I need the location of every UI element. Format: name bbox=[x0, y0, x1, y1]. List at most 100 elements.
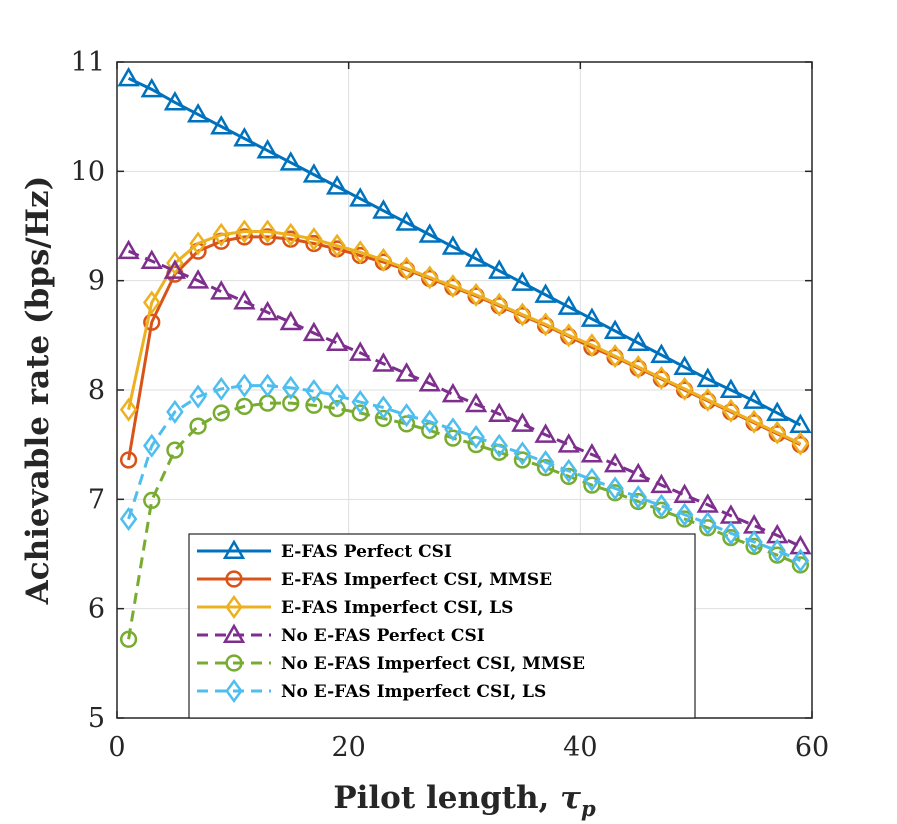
series-line bbox=[127, 229, 802, 445]
x-tick-label: 40 bbox=[563, 732, 597, 763]
data-point-diamond bbox=[745, 409, 763, 434]
data-point-triangle bbox=[163, 90, 187, 111]
data-point-triangle bbox=[673, 483, 696, 503]
data-point-triangle bbox=[349, 341, 372, 361]
data-point-diamond bbox=[652, 493, 671, 518]
data-point-triangle bbox=[325, 175, 349, 195]
data-point-triangle bbox=[349, 187, 372, 207]
legend-entry: E-FAS Perfect CSI bbox=[197, 539, 452, 562]
legend-label: No E-FAS Imperfect CSI, MMSE bbox=[281, 654, 585, 674]
data-point-triangle bbox=[222, 623, 246, 643]
data-point-diamond bbox=[513, 441, 532, 466]
data-point-triangle bbox=[650, 343, 673, 364]
x-tick-label: 60 bbox=[795, 732, 829, 763]
data-point-diamond bbox=[351, 240, 369, 265]
data-point-triangle bbox=[627, 331, 650, 351]
data-point-diamond bbox=[143, 433, 161, 458]
data-point-circle bbox=[212, 404, 230, 422]
data-point-triangle bbox=[418, 223, 441, 243]
data-point-circle bbox=[166, 441, 184, 459]
y-tick-label: 6 bbox=[88, 594, 105, 625]
data-point-diamond bbox=[768, 538, 786, 563]
data-point-diamond bbox=[225, 594, 243, 620]
y-tick-label: 11 bbox=[71, 47, 105, 78]
data-point-triangle bbox=[256, 139, 279, 159]
data-point-diamond bbox=[351, 390, 369, 415]
data-point-circle bbox=[374, 409, 393, 428]
data-point-diamond bbox=[189, 231, 207, 256]
data-point-diamond bbox=[560, 458, 578, 483]
data-point-diamond bbox=[791, 548, 810, 573]
data-point-diamond bbox=[235, 219, 254, 244]
data-point-triangle bbox=[580, 442, 604, 463]
data-point-triangle bbox=[186, 269, 210, 289]
data-point-diamond bbox=[166, 251, 184, 276]
legend-label: No E-FAS Imperfect CSI, LS bbox=[281, 682, 546, 702]
data-point-diamond bbox=[791, 431, 810, 456]
series-4 bbox=[117, 239, 812, 555]
data-point-triangle bbox=[210, 114, 233, 135]
data-point-circle bbox=[513, 451, 532, 469]
data-point-triangle bbox=[534, 423, 557, 443]
data-point-circle bbox=[119, 630, 138, 648]
data-point-triangle bbox=[557, 433, 580, 453]
data-point-diamond bbox=[421, 409, 439, 434]
x-tick-label: 0 bbox=[108, 732, 125, 763]
data-point-triangle bbox=[742, 389, 766, 409]
data-point-triangle bbox=[719, 378, 743, 398]
data-point-diamond bbox=[560, 323, 578, 348]
data-point-diamond bbox=[536, 450, 555, 475]
y-tick-label: 5 bbox=[88, 703, 105, 734]
data-point-circle bbox=[351, 404, 369, 422]
data-point-diamond bbox=[305, 227, 323, 252]
legend: E-FAS Perfect CSI E-FAS Imperfect CSI, MM… bbox=[188, 533, 696, 719]
data-point-triangle bbox=[395, 362, 418, 382]
data-point-triangle bbox=[117, 239, 140, 260]
data-point-circle bbox=[225, 570, 243, 588]
data-point-diamond bbox=[467, 282, 485, 307]
data-point-triangle bbox=[511, 271, 534, 291]
data-point-triangle bbox=[233, 127, 256, 147]
data-point-circle bbox=[143, 491, 161, 510]
data-point-triangle bbox=[673, 355, 696, 376]
data-point-triangle bbox=[372, 352, 395, 372]
data-point-diamond bbox=[467, 424, 485, 450]
data-point-triangle bbox=[325, 331, 349, 351]
data-point-circle bbox=[258, 228, 277, 246]
data-point-circle bbox=[583, 476, 601, 494]
data-point-diamond bbox=[629, 355, 647, 380]
data-point-triangle bbox=[464, 392, 488, 413]
data-point-triangle bbox=[603, 319, 627, 339]
data-point-triangle bbox=[534, 283, 557, 303]
data-point-circle bbox=[235, 228, 254, 246]
data-point-circle bbox=[560, 467, 578, 486]
data-point-diamond bbox=[768, 420, 786, 445]
data-point-triangle bbox=[140, 77, 163, 98]
data-point-triangle bbox=[627, 462, 650, 483]
data-point-triangle bbox=[302, 321, 326, 342]
data-point-diamond bbox=[282, 375, 300, 400]
data-point-diamond bbox=[675, 376, 694, 401]
data-point-triangle bbox=[163, 259, 187, 279]
legend-label: E-FAS Imperfect CSI, LS bbox=[281, 598, 513, 618]
series-3 bbox=[119, 219, 810, 456]
data-point-triangle bbox=[488, 259, 511, 279]
data-point-triangle bbox=[441, 382, 465, 403]
legend-entry: E-FAS Imperfect CSI, MMSE bbox=[197, 570, 552, 590]
data-point-triangle bbox=[222, 539, 246, 559]
data-point-circle bbox=[119, 451, 138, 469]
y-axis-label: Achievable rate (bps/Hz) bbox=[20, 176, 56, 606]
data-point-circle bbox=[305, 396, 323, 414]
x-axis-label-symbol: τ bbox=[560, 780, 581, 816]
x-tick-label: 20 bbox=[331, 732, 365, 763]
data-point-circle bbox=[536, 458, 555, 477]
data-point-triangle bbox=[210, 280, 233, 300]
data-point-diamond bbox=[258, 219, 277, 244]
series-line bbox=[127, 249, 802, 548]
data-point-diamond bbox=[536, 312, 555, 337]
legend-box bbox=[188, 533, 696, 719]
data-point-circle bbox=[189, 417, 207, 435]
data-point-triangle bbox=[256, 300, 279, 321]
data-point-diamond bbox=[699, 387, 717, 412]
